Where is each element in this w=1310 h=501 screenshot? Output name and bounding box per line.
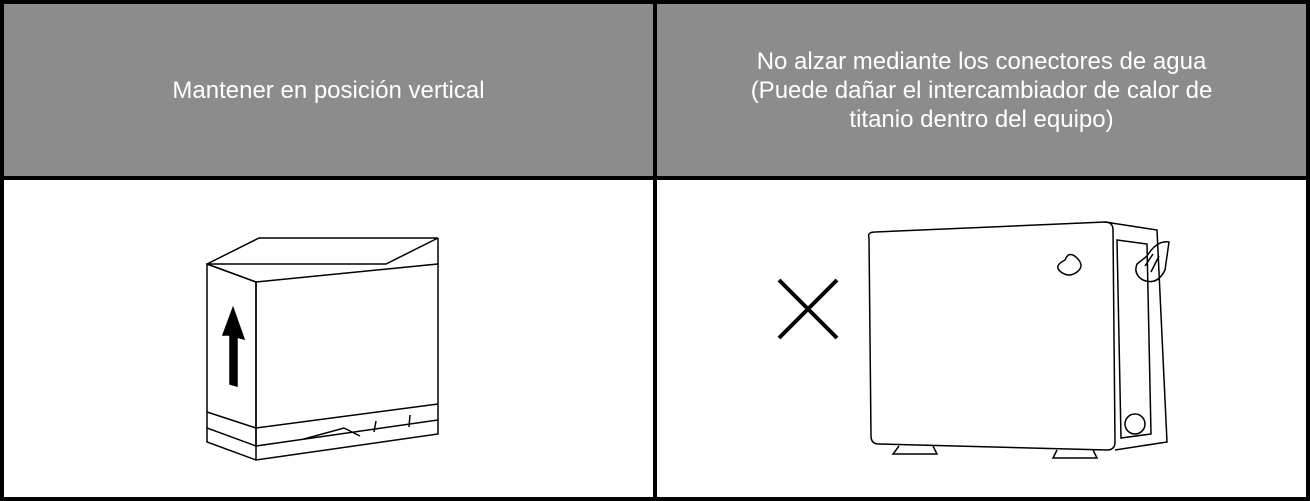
header-text-line: titanio dentro del equipo) <box>849 105 1114 133</box>
up-arrow <box>221 305 246 387</box>
image-row <box>0 176 1310 501</box>
unit-feet <box>891 445 1099 459</box>
image-cell <box>653 176 1310 501</box>
cross-mark <box>777 278 839 340</box>
heat-pump-illustration <box>777 221 1170 459</box>
unit-logo <box>1057 253 1082 276</box>
image-cell <box>0 176 657 501</box>
box-right-face <box>255 263 439 447</box>
hand <box>1135 241 1170 283</box>
box-edge <box>206 238 439 283</box>
water-connector <box>1124 413 1146 435</box>
unit-front-panel <box>867 221 1116 451</box>
header-text-line: (Puede dañar el intercambiador de calor … <box>750 76 1213 104</box>
header-text-line: Mantener en posición vertical <box>172 76 485 104</box>
pallet <box>206 403 439 461</box>
pallet-slats <box>303 414 411 440</box>
box-top <box>206 237 439 265</box>
unit-side-inner <box>1116 239 1152 439</box>
header-text-line: No alzar mediante los conectores de agua <box>756 47 1207 75</box>
header-cell: Mantener en posición vertical <box>0 0 657 180</box>
header-row: Mantener en posición vertical No alzar m… <box>0 0 1310 180</box>
upright-box-illustration <box>206 237 439 461</box>
header-cell: No alzar mediante los conectores de agua… <box>653 0 1310 180</box>
unit-side <box>1104 221 1168 451</box>
